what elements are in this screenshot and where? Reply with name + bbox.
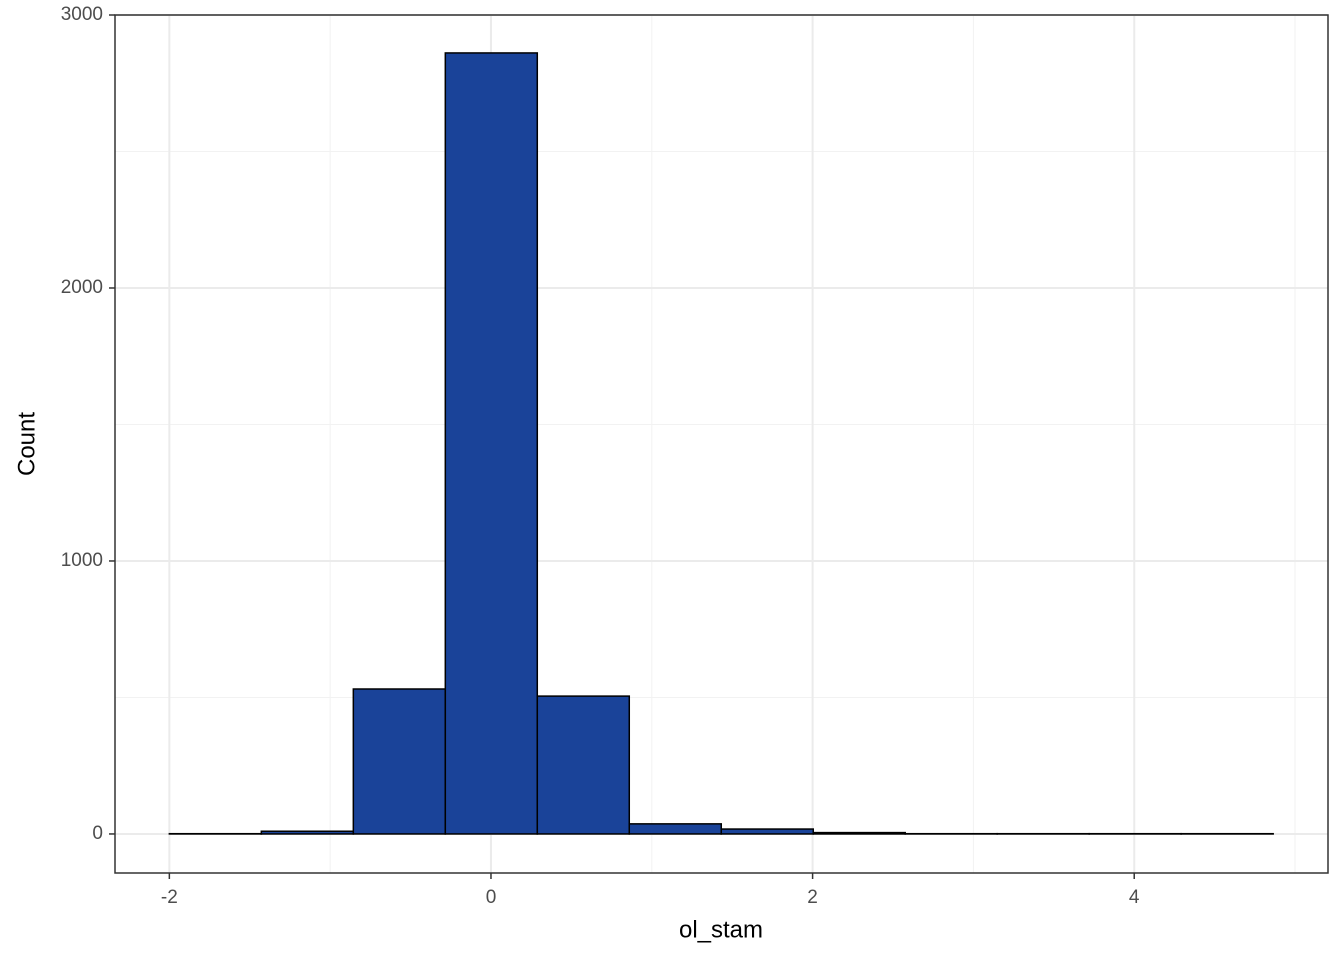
x-tick-label: 4 <box>1129 887 1140 908</box>
bar <box>721 829 813 834</box>
x-tick-label: -2 <box>161 887 178 908</box>
y-tick-label: 0 <box>92 823 103 844</box>
x-axis-title: ol_stam <box>679 916 763 943</box>
bar <box>537 696 629 834</box>
bar <box>445 53 537 834</box>
x-tick-label: 2 <box>807 887 818 908</box>
x-tick-label: 0 <box>486 887 497 908</box>
bar <box>353 689 445 834</box>
y-tick-label: 3000 <box>61 4 103 25</box>
panel-border <box>115 15 1328 873</box>
y-axis-title: Count <box>13 412 40 476</box>
y-tick-label: 2000 <box>61 277 103 298</box>
bar <box>261 831 353 834</box>
bar <box>813 833 905 834</box>
bar <box>629 824 721 834</box>
y-tick-label: 1000 <box>61 550 103 571</box>
